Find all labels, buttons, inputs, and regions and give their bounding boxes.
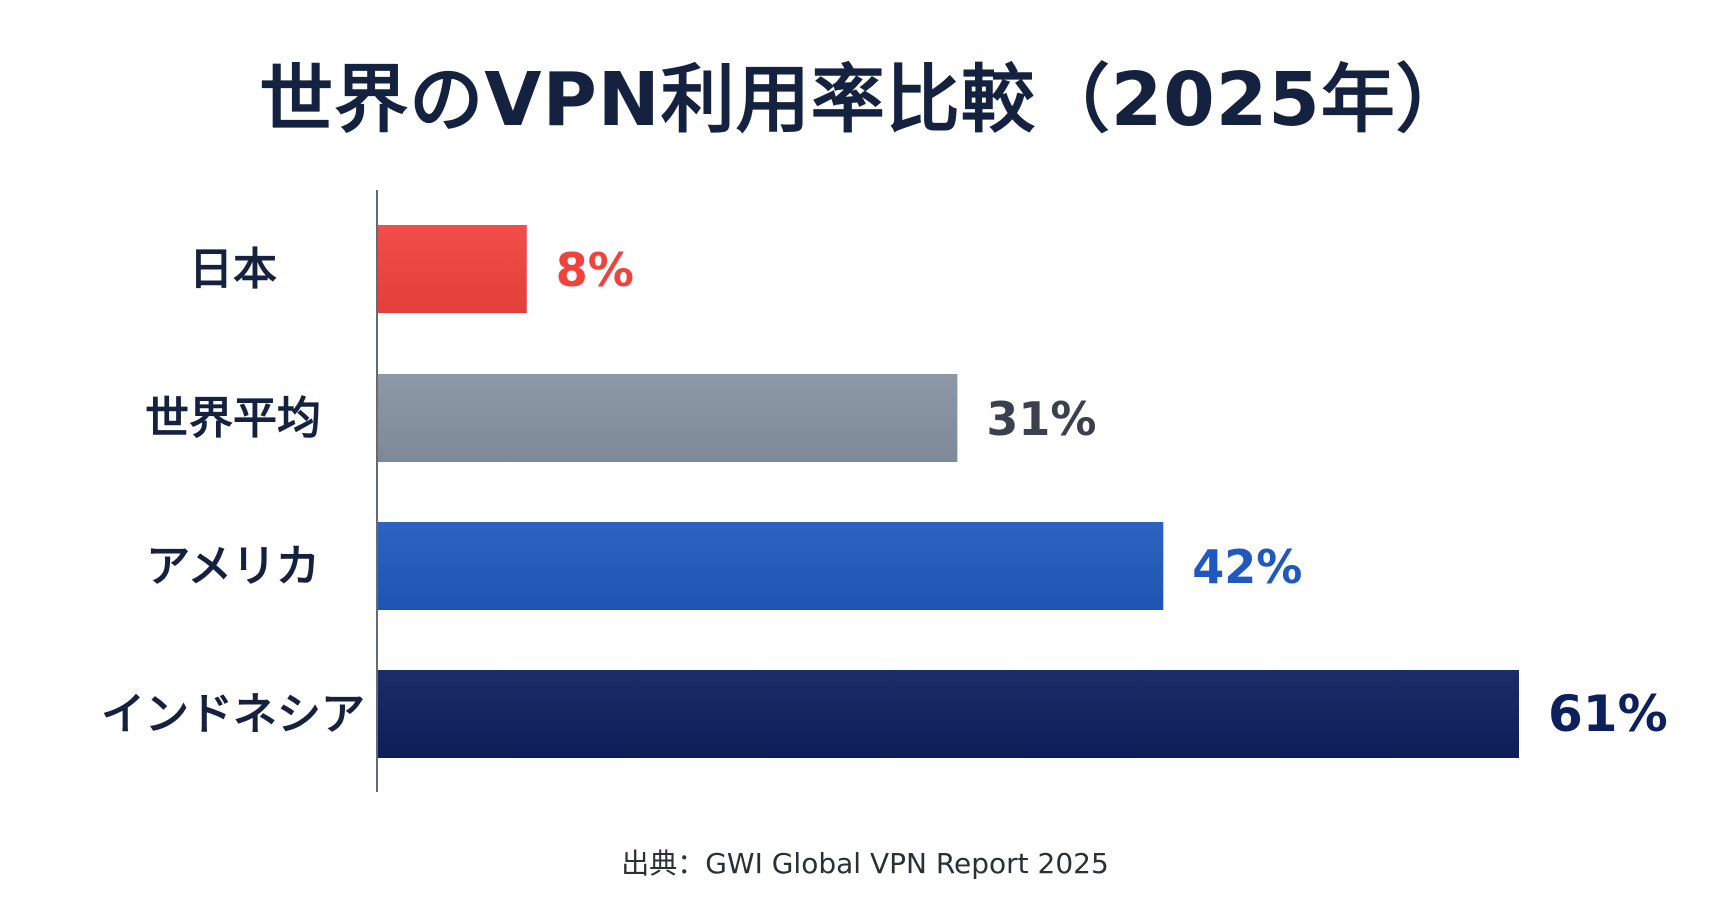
source-note: 出典：GWI Global VPN Report 2025 — [621, 847, 1109, 880]
category-label-0: 日本 — [189, 244, 277, 295]
value-label-2: 42% — [1192, 540, 1302, 594]
value-labels: 8% 31% 42% 61% — [556, 243, 1668, 743]
bar-shade-0 — [377, 225, 527, 313]
bar-shade-2 — [377, 522, 1164, 610]
category-label-3: インドネシア — [101, 689, 365, 740]
value-label-3: 61% — [1548, 685, 1668, 743]
category-label-2: アメリカ — [146, 541, 320, 592]
bar-shade-1 — [377, 374, 958, 462]
category-label-1: 世界平均 — [145, 393, 321, 444]
bars-group — [377, 225, 1519, 758]
value-label-0: 8% — [556, 243, 634, 297]
chart-title: 世界のVPN利用率比較（2025年） — [259, 57, 1471, 143]
bar-shade-3 — [377, 670, 1519, 758]
value-label-1: 31% — [986, 392, 1096, 446]
